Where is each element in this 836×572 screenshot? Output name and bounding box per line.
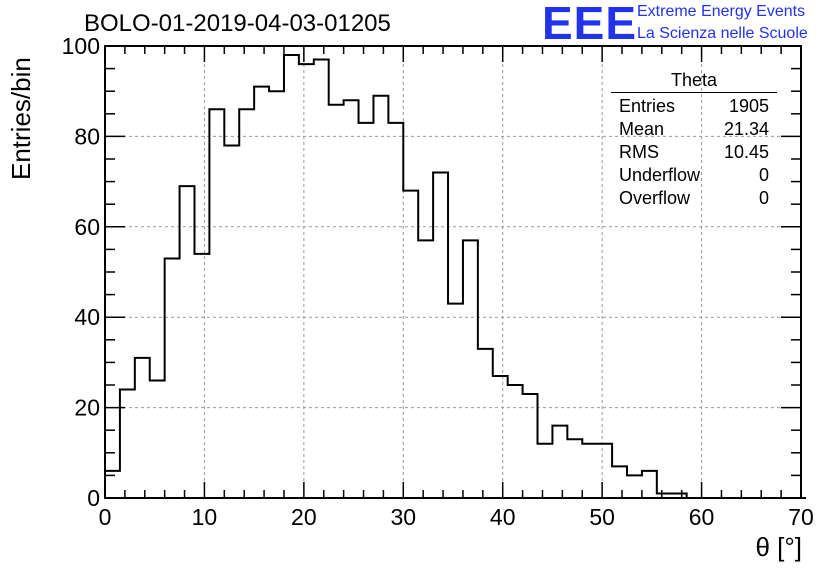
eee-logo: EEE [542,0,638,49]
plot-frame [104,45,802,499]
stats-label: Overflow [619,188,691,208]
y-tick-label: 20 [74,395,100,421]
stats-box: Theta Entries 1905 Mean 21.34 RMS 10.45 … [611,70,777,210]
x-axis-label: θ [°] [755,532,802,562]
logo-text-line-1: Extreme Energy Events [637,3,806,20]
stats-row-rms: RMS 10.45 [611,141,777,164]
stats-row-overflow: Overflow 0 [611,187,777,210]
x-tick-label: 30 [390,504,416,530]
stats-value: 10.45 [723,142,769,162]
histogram-series [104,54,806,499]
stats-value: 0 [758,165,769,185]
tick-labels: 0 10 20 30 40 50 60 70 0 20 40 60 80 100 [62,33,814,530]
stats-row-underflow: Underflow 0 [611,164,777,187]
x-tick-label: 0 [99,504,112,530]
x-tick-label: 40 [490,504,516,530]
stats-label: Mean [619,119,665,139]
y-tick-label: 40 [74,304,100,330]
y-tick-label: 60 [74,214,100,240]
x-tick-label: 10 [192,504,218,530]
grid-lines [105,46,801,498]
y-tick-label: 80 [74,123,100,149]
x-tick-label: 50 [589,504,615,530]
stats-row-mean: Mean 21.34 [611,118,777,141]
logo-text-line-2: La Scienza nelle Scuole [637,25,808,42]
chart-title: BOLO-01-2019-04-03-01205 [84,10,391,37]
stats-value: 0 [758,188,769,208]
stats-label: Entries [619,96,676,116]
stats-value: 1905 [728,96,769,116]
stats-title: Theta [611,70,777,93]
x-tick-label: 20 [291,504,317,530]
stats-row-entries: Entries 1905 [611,95,777,118]
y-axis-label: Entries/bin [6,57,36,180]
stats-label: RMS [619,142,659,162]
stats-value: 21.34 [723,119,769,139]
x-tick-label: 70 [788,504,814,530]
y-tick-label: 100 [62,33,100,59]
x-tick-label: 60 [689,504,715,530]
y-tick-label: 0 [87,485,100,511]
stats-label: Underflow [619,165,701,185]
